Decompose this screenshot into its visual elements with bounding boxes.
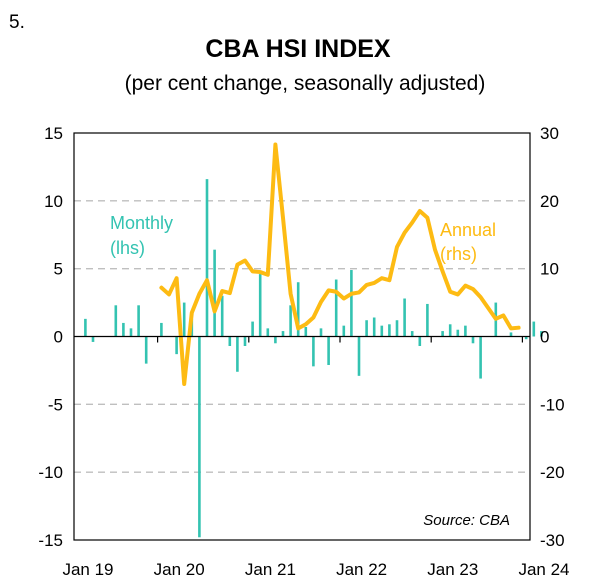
monthly-bar <box>441 331 444 337</box>
y-right-tick-label: -10 <box>540 395 565 414</box>
legend-monthly-name: Monthly <box>110 213 173 233</box>
y-right-tick-label: 0 <box>540 328 549 347</box>
monthly-bar <box>122 322 125 337</box>
monthly-bar <box>236 336 239 372</box>
monthly-bar <box>319 328 323 337</box>
monthly-bar <box>198 336 201 538</box>
monthly-bar <box>410 331 414 337</box>
chart-number: 5. <box>9 12 25 33</box>
monthly-bar <box>456 329 460 337</box>
monthly-bar <box>388 324 391 337</box>
plot-frame <box>73 132 531 541</box>
monthly-bar <box>540 331 543 337</box>
monthly-bar <box>357 336 361 376</box>
monthly-bar <box>327 336 330 365</box>
axes <box>74 335 530 343</box>
monthly-bar <box>509 332 513 337</box>
annual-line <box>159 142 521 386</box>
chart-subtitle: (per cent change, seasonally adjusted) <box>125 72 486 95</box>
monthly-bar <box>418 336 422 346</box>
x-tick-label: Jan 24 <box>518 560 569 579</box>
x-tick-label: Jan 20 <box>154 560 205 579</box>
y-right-tick-label: 20 <box>540 192 559 211</box>
monthly-bar <box>160 322 163 337</box>
monthly-bar <box>448 324 452 337</box>
monthly-bars <box>84 179 543 538</box>
monthly-bar <box>137 305 140 337</box>
tick-labels: 15 10 5 0 -5 -10 -15 30 20 10 0 -10 -20 -30 Jan 19 Jan … <box>38 124 569 579</box>
monthly-bar <box>175 336 178 355</box>
y-right-tick-label: 10 <box>540 260 559 279</box>
annual-line-layer <box>159 142 521 386</box>
monthly-bar <box>281 331 285 337</box>
x-tick-label: Jan 22 <box>336 560 387 579</box>
legend-monthly-axis: (lhs) <box>110 238 145 258</box>
monthly-bar <box>213 249 216 337</box>
x-tick-label: Jan 19 <box>62 560 113 579</box>
monthly-bar <box>372 317 376 337</box>
y-left-tick-label: 0 <box>54 328 63 347</box>
monthly-bar <box>129 328 133 337</box>
monthly-bar <box>251 321 254 337</box>
monthly-bar <box>524 336 528 340</box>
monthly-bar <box>334 279 338 337</box>
monthly-bar <box>228 336 232 346</box>
monthly-bar <box>220 295 224 337</box>
chart-title: CBA HSI INDEX <box>205 35 391 63</box>
gridlines <box>74 200 530 473</box>
monthly-bar <box>266 328 270 337</box>
monthly-bar <box>144 336 148 364</box>
monthly-bar <box>426 303 429 337</box>
y-right-tick-label: -30 <box>540 531 565 550</box>
monthly-bar <box>471 336 475 344</box>
monthly-bar <box>296 282 300 337</box>
y-left-tick-label: 5 <box>54 260 63 279</box>
monthly-bar <box>114 305 118 337</box>
y-left-tick-label: -5 <box>48 395 63 414</box>
source-note: Source: CBA <box>423 512 510 529</box>
monthly-bar <box>380 325 384 337</box>
monthly-bar <box>91 336 95 342</box>
y-left-tick-label: 15 <box>44 124 63 143</box>
monthly-bar <box>182 302 186 337</box>
x-tick-label: Jan 23 <box>427 560 478 579</box>
y-right-tick-label: -20 <box>540 463 565 482</box>
x-tick-label: Jan 21 <box>245 560 296 579</box>
monthly-bar <box>258 274 262 337</box>
monthly-bar <box>289 305 292 337</box>
monthly-bar <box>350 270 353 337</box>
y-left-tick-label: 10 <box>44 192 63 211</box>
monthly-bar <box>403 298 406 337</box>
monthly-bar <box>243 336 247 346</box>
monthly-bar <box>395 320 399 337</box>
monthly-bar <box>342 325 346 337</box>
monthly-bar <box>304 327 308 337</box>
monthly-bar <box>312 336 315 367</box>
monthly-bar <box>479 336 482 379</box>
y-left-tick-label: -10 <box>38 463 63 482</box>
monthly-bar <box>365 320 368 337</box>
y-left-tick-label: -15 <box>38 531 63 550</box>
monthly-bar <box>274 336 277 344</box>
monthly-bar <box>532 321 536 337</box>
legend-annual-name: Annual <box>440 220 496 240</box>
monthly-bar <box>464 325 467 337</box>
y-right-tick-label: 30 <box>540 124 559 143</box>
legend-annual-axis: (rhs) <box>440 244 477 264</box>
monthly-bar <box>205 179 209 337</box>
monthly-bar <box>84 318 87 337</box>
